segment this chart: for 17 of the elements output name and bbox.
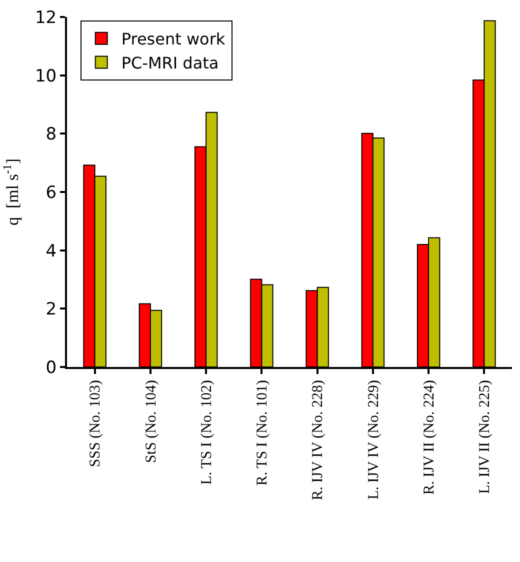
y-tick-label: 8 — [46, 124, 57, 145]
y-tick-label: 0 — [46, 358, 57, 378]
legend-label: PC-MRI data — [121, 53, 219, 72]
y-tick-label: 4 — [46, 241, 57, 262]
x-tick-label: R. IJV IV (No. 228) — [310, 380, 326, 500]
x-tick-label: L. IJV II (No. 225) — [477, 380, 494, 494]
y-tick-label: 12 — [34, 8, 57, 28]
x-tick-label: R. TS I (No. 101) — [254, 380, 271, 486]
y-tick-label: 2 — [46, 300, 57, 320]
legend-label: Present work — [121, 30, 226, 49]
x-tick-label: L. TS I (No. 102) — [198, 380, 215, 485]
y-tick-label: 6 — [46, 182, 57, 203]
y-tick-label: 10 — [34, 66, 57, 86]
x-tick-label: L. IJV IV (No. 229) — [366, 380, 382, 500]
x-tick-label: StS (No. 104) — [143, 380, 160, 463]
x-tick-label: SSS (No. 103) — [88, 380, 104, 468]
x-tick-label: R. IJV II (No. 224) — [421, 380, 438, 495]
